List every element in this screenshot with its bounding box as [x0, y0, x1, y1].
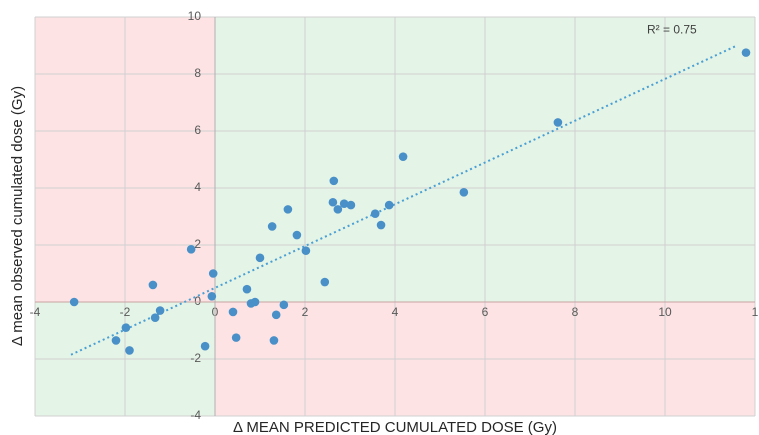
point [125, 346, 134, 355]
point [155, 306, 165, 315]
x-tick-label: 2 [302, 305, 309, 319]
point [69, 297, 79, 307]
point [370, 209, 380, 218]
y-axis-title: Δ mean observed cumulated dose (Gy) [9, 86, 26, 346]
x-tick-label: 6 [482, 305, 489, 319]
point [186, 244, 196, 254]
point [269, 336, 279, 345]
x-tick-label: 8 [572, 305, 579, 319]
point [283, 205, 293, 214]
point [148, 280, 158, 290]
point [301, 246, 311, 255]
point [121, 323, 131, 332]
point [231, 333, 241, 342]
point [459, 187, 469, 197]
point [333, 205, 343, 214]
point [208, 269, 218, 278]
point [111, 336, 121, 345]
y-tick-label: 10 [188, 9, 202, 23]
point [242, 284, 252, 294]
point [346, 200, 356, 210]
x-tick-label: -2 [120, 305, 131, 319]
point [250, 297, 260, 307]
y-tick-label: 4 [194, 180, 201, 194]
y-tick-label: 0 [194, 294, 201, 308]
y-tick-label: 8 [194, 66, 201, 80]
y-tick-label: -4 [190, 408, 201, 422]
y-tick-label: -2 [190, 351, 201, 365]
point [339, 199, 349, 208]
point [553, 118, 563, 127]
point [329, 176, 339, 186]
point [200, 341, 210, 351]
point [279, 300, 289, 310]
point [255, 253, 265, 263]
point [398, 152, 408, 161]
y-tick-label: 2 [194, 237, 201, 251]
annotation: R² = 0.75 [647, 23, 697, 37]
y-tick-label: 6 [194, 123, 201, 137]
x-tick-label: 1 [752, 305, 759, 319]
point [267, 222, 277, 231]
point [741, 48, 751, 57]
point [150, 313, 160, 322]
point [271, 310, 281, 320]
x-tick-label: 10 [658, 305, 672, 319]
point [207, 292, 217, 301]
point [228, 307, 238, 317]
x-axis-title: Δ MEAN PREDICTED CUMULATED DOSE (Gy) [233, 419, 557, 435]
x-tick-label: 4 [392, 305, 399, 319]
point [328, 197, 338, 207]
point [320, 277, 330, 287]
x-tick-label: -4 [30, 305, 41, 319]
point [384, 200, 394, 210]
point [376, 220, 386, 230]
point [292, 230, 302, 240]
trendline [70, 44, 738, 356]
